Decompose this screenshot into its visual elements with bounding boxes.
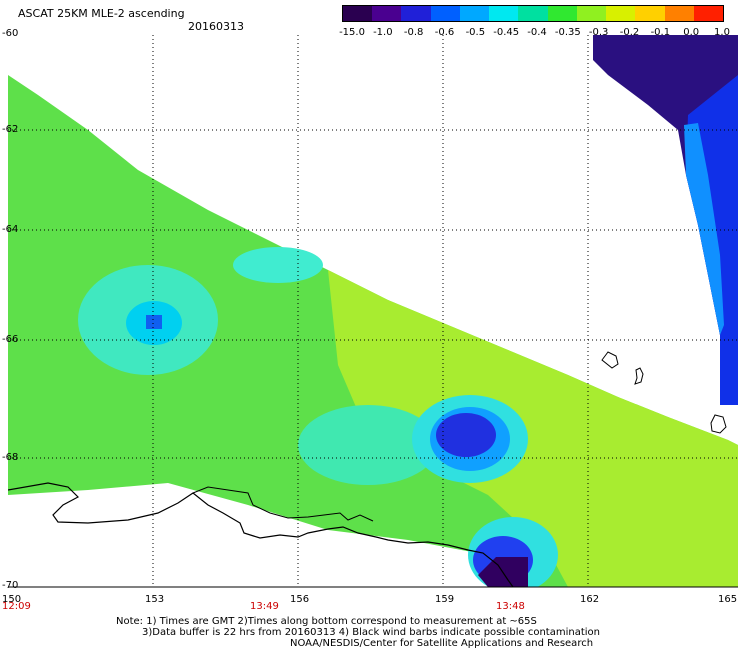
- lat-label: -64: [2, 224, 19, 235]
- graticule: [8, 35, 738, 587]
- swath-northeast-light: [684, 123, 724, 335]
- colorbar-labels: -15.0 -1.0 -0.8 -0.6 -0.5 -0.45 -0.4 -0.35 -0.3-…: [330, 27, 734, 39]
- colorbar-segment: [343, 6, 373, 21]
- colorbar-segment: [693, 6, 724, 21]
- note-line-2: 3)Data buffer is 22 hrs from 20160313 4)…: [142, 627, 600, 638]
- product-date: 20160313: [188, 20, 244, 33]
- lon-label: 165: [718, 594, 738, 605]
- lat-label: -62: [2, 124, 19, 135]
- lat-label: -68: [2, 452, 19, 463]
- lat-label: -60: [2, 28, 19, 39]
- colorbar-label: -0.35: [554, 27, 581, 38]
- island-2: [634, 367, 644, 385]
- colorbar-label: 1.0: [714, 27, 730, 38]
- colorbar-label: 0.0: [683, 27, 700, 38]
- colorbar-segment: [430, 6, 460, 21]
- blue-spot-west: [146, 315, 162, 329]
- colorbar-segment: [459, 6, 490, 21]
- colorbar-segment: [518, 6, 548, 21]
- colorbar-segment: [635, 6, 665, 21]
- colorbar-segment: [664, 6, 694, 21]
- coastline-shelf: [192, 486, 374, 522]
- lat-label: -66: [2, 334, 19, 345]
- colorbar-label: -1.0: [373, 27, 393, 38]
- colorbar-label: -15.0: [339, 27, 365, 38]
- lon-label: 159: [435, 594, 455, 605]
- colorbar-label: -0.8: [403, 27, 424, 38]
- island-1: [601, 351, 619, 369]
- lat-label: -70: [2, 580, 19, 591]
- coastline-antarctica: [8, 482, 514, 587]
- lon-label: 150: [2, 594, 22, 605]
- lon-label: 156: [290, 594, 310, 605]
- product-title: ASCAT 25KM MLE-2 ascending: [18, 7, 185, 20]
- colorbar-segment: [547, 6, 577, 21]
- colorbar-label: -0.5: [465, 27, 486, 38]
- lon-label: 162: [580, 594, 600, 605]
- time-label: 13:49: [250, 601, 279, 612]
- colorbar-label: -0.4: [527, 27, 547, 38]
- colorbar-label: -0.2: [619, 27, 640, 38]
- colorbar-segment: [372, 6, 402, 21]
- note-line-1: Note: 1) Times are GMT 2)Times along bot…: [116, 616, 537, 627]
- cyan-patch-mid: [233, 247, 323, 283]
- colorbar: [342, 5, 724, 22]
- colorbar-label: -0.3: [588, 27, 609, 38]
- colorbar-label: -0.1: [650, 27, 671, 38]
- cyan-patch-center: [298, 405, 438, 485]
- colorbar-label: -0.45: [493, 27, 520, 38]
- blue-core-east: [436, 413, 496, 457]
- colorbar-segment: [606, 6, 636, 21]
- swath-yellowgreen: [328, 270, 738, 587]
- time-label: 12:09: [2, 601, 31, 612]
- colorbar-segment: [576, 6, 607, 21]
- lon-label: 153: [145, 594, 165, 605]
- colorbar-label: -0.6: [434, 27, 455, 38]
- colorbar-segment: [489, 6, 519, 21]
- colorbar-segment: [401, 6, 431, 21]
- island-3: [710, 414, 727, 434]
- note-line-3: NOAA/NESDIS/Center for Satellite Applica…: [290, 638, 594, 649]
- time-label: 13:48: [496, 601, 525, 612]
- map-panel: [8, 35, 738, 590]
